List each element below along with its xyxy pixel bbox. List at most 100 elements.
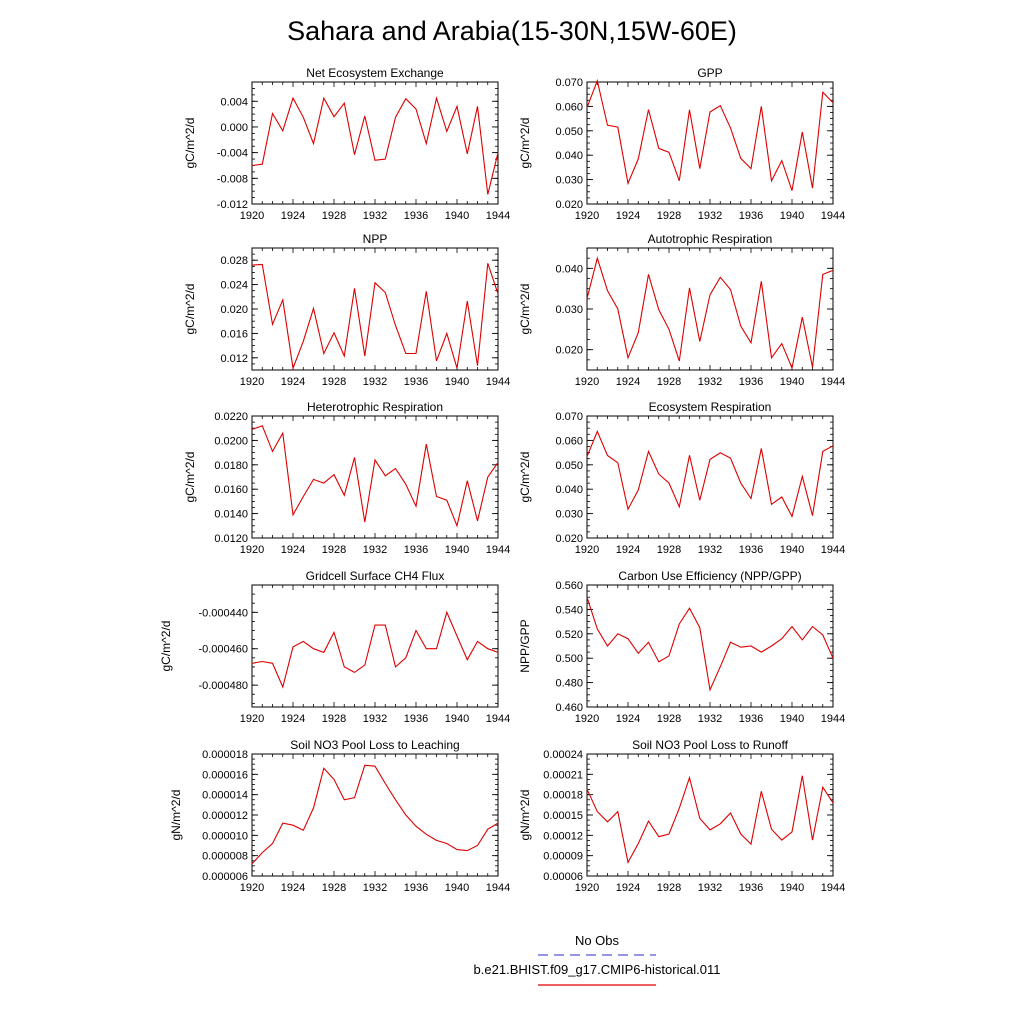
series-line	[251, 764, 499, 865]
y-tick-label: 0.00006	[543, 871, 583, 883]
y-tick-label: 0.070	[555, 411, 583, 423]
panel-title: Heterotrophic Respiration	[307, 400, 443, 414]
y-tick-label: 0.020	[220, 304, 248, 316]
x-tick-label: 1924	[281, 544, 305, 556]
y-tick-label: 0.040	[555, 150, 583, 162]
y-tick-label: 0.0140	[214, 509, 248, 521]
series-line	[586, 78, 834, 191]
x-tick-label: 1936	[404, 210, 428, 222]
panel-title: GPP	[697, 66, 722, 80]
x-tick-label: 1936	[404, 376, 428, 388]
y-tick-label: 0.520	[555, 629, 583, 641]
x-tick-label: 1920	[575, 210, 599, 222]
y-tick-label: 0.000016	[202, 769, 248, 781]
x-tick-label: 1928	[657, 210, 681, 222]
x-tick-label: 1944	[486, 882, 510, 894]
x-tick-label: 1936	[739, 210, 763, 222]
x-tick-label: 1940	[780, 210, 804, 222]
x-tick-label: 1924	[616, 882, 640, 894]
panel-0: Net Ecosystem Exchange 1920 1924 1928 1932 19…	[183, 66, 510, 222]
panel-title: Soil NO3 Pool Loss to Leaching	[290, 738, 459, 752]
y-tick-label: 0.030	[555, 175, 583, 187]
panel-title: Autotrophic Respiration	[648, 232, 773, 246]
y-tick-label: 0.020	[555, 345, 583, 357]
x-tick-label: 1936	[739, 713, 763, 725]
y-tick-label: 0.020	[555, 199, 583, 211]
x-tick-label: 1924	[281, 882, 305, 894]
x-tick-label: 1940	[780, 376, 804, 388]
x-tick-label: 1932	[363, 713, 387, 725]
x-tick-label: 1928	[322, 544, 346, 556]
y-tick-label: 0.040	[555, 484, 583, 496]
figure-title: Sahara and Arabia(15-30N,15W-60E)	[287, 16, 737, 46]
y-axis-label: gN/m^2/d	[518, 790, 532, 841]
y-tick-label: 0.024	[220, 280, 248, 292]
y-tick-label: -0.000480	[198, 680, 248, 692]
x-tick-label: 1940	[780, 544, 804, 556]
x-tick-label: 1928	[322, 713, 346, 725]
x-tick-label: 1928	[657, 713, 681, 725]
x-tick-label: 1932	[363, 544, 387, 556]
y-tick-label: 0.00009	[543, 851, 583, 863]
y-tick-label: 0.00018	[543, 790, 583, 802]
legend-model-label: b.e21.BHIST.f09_g17.CMIP6-historical.011	[474, 962, 721, 977]
y-tick-label: 0.050	[555, 460, 583, 472]
panel-2: NPP 1920 1924 1928 1932 1936 1940 1944 0.012 0.01…	[183, 232, 510, 388]
panel-grid: Net Ecosystem Exchange 1920 1924 1928 1932 19…	[159, 66, 845, 894]
x-tick-label: 1924	[281, 210, 305, 222]
y-tick-label: 0.000006	[202, 871, 248, 883]
panel-5: Ecosystem Respiration 1920 1924 1928 1932 193…	[518, 400, 845, 556]
x-tick-label: 1928	[322, 882, 346, 894]
series-line	[251, 610, 499, 689]
y-tick-label: 0.040	[555, 263, 583, 275]
plot-frame	[586, 415, 834, 539]
panel-4: Heterotrophic Respiration 1920 1924 1928 193…	[183, 400, 510, 556]
x-tick-label: 1944	[486, 210, 510, 222]
series-line	[586, 775, 834, 864]
y-tick-label: 0.0160	[214, 484, 248, 496]
panel-title: Net Ecosystem Exchange	[306, 66, 444, 80]
y-tick-label: 0.00021	[543, 769, 583, 781]
y-axis-label: gC/m^2/d	[183, 118, 197, 169]
x-tick-label: 1920	[575, 882, 599, 894]
series-line	[251, 95, 499, 195]
x-tick-label: 1920	[575, 713, 599, 725]
x-tick-label: 1944	[821, 376, 845, 388]
x-tick-label: 1928	[657, 882, 681, 894]
x-tick-label: 1920	[240, 882, 264, 894]
plot-frame	[251, 247, 499, 371]
y-tick-label: 0.00024	[543, 749, 583, 761]
x-tick-label: 1920	[240, 210, 264, 222]
plot-frame	[586, 81, 834, 205]
series-line	[251, 425, 499, 528]
x-tick-label: 1928	[322, 376, 346, 388]
y-tick-label: 0.012	[220, 353, 248, 365]
x-tick-label: 1940	[780, 713, 804, 725]
plot-frame	[251, 81, 499, 205]
y-tick-label: 0.000014	[202, 790, 248, 802]
x-tick-label: 1932	[698, 210, 722, 222]
y-axis-label: gN/m^2/d	[169, 790, 183, 841]
x-tick-label: 1944	[821, 713, 845, 725]
series-line	[586, 429, 834, 519]
panel-6: Gridcell Surface CH4 Flux 1920 1924 1928 193…	[159, 569, 510, 725]
y-tick-label: 0.0180	[214, 460, 248, 472]
x-tick-label: 1936	[739, 882, 763, 894]
y-tick-label: -0.008	[217, 173, 248, 185]
y-tick-label: 0.00015	[543, 810, 583, 822]
x-tick-label: 1936	[739, 544, 763, 556]
y-tick-label: 0.060	[555, 435, 583, 447]
x-tick-label: 1944	[486, 376, 510, 388]
panel-title: Gridcell Surface CH4 Flux	[306, 569, 445, 583]
plot-frame	[586, 247, 834, 371]
x-tick-label: 1932	[698, 376, 722, 388]
y-tick-label: 0.0120	[214, 533, 248, 545]
x-tick-label: 1920	[240, 376, 264, 388]
x-tick-label: 1936	[404, 882, 428, 894]
plot-frame	[251, 415, 499, 539]
panel-title: Ecosystem Respiration	[649, 400, 772, 414]
panel-title: Soil NO3 Pool Loss to Runoff	[632, 738, 789, 752]
y-axis-label: gC/m^2/d	[518, 452, 532, 503]
y-tick-label: 0.460	[555, 702, 583, 714]
